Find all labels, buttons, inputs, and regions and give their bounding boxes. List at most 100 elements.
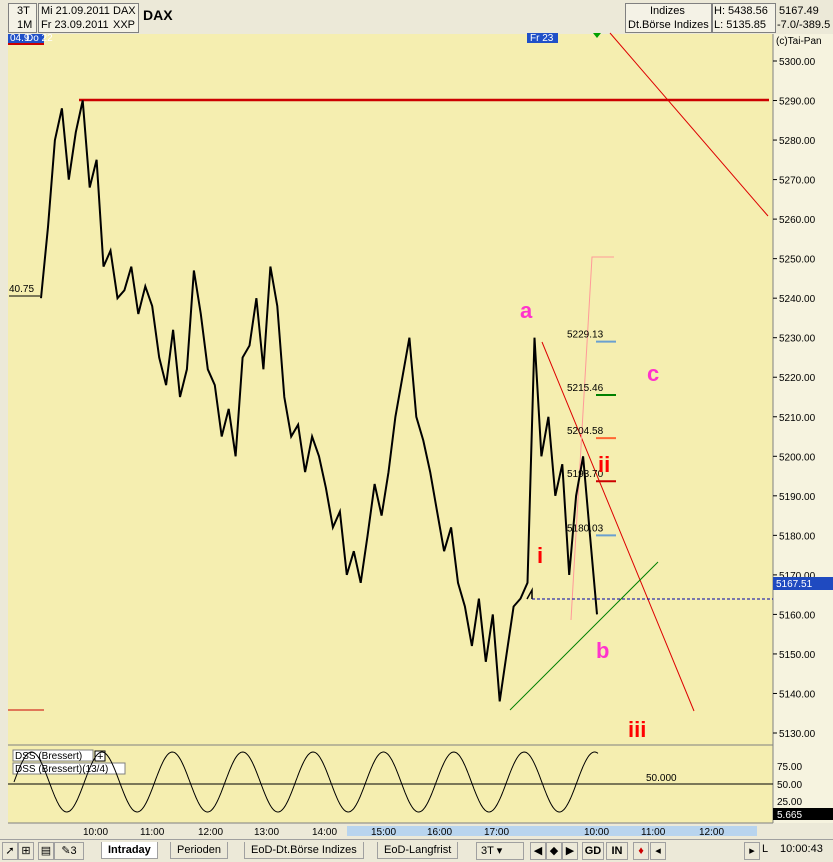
fib-level-label: 5180.03 bbox=[567, 523, 604, 534]
y-tick-label: 5210.00 bbox=[779, 413, 816, 424]
x-tick-label: 11:00 bbox=[641, 827, 666, 838]
clock-time: 10:00:43 bbox=[780, 843, 823, 855]
y-tick-label: 5150.00 bbox=[779, 650, 816, 661]
fib-level-label: 5229.13 bbox=[567, 330, 604, 341]
time-scrollbar[interactable] bbox=[347, 826, 757, 836]
dss-legend-box[interactable] bbox=[12, 749, 94, 762]
fib-levels: 5229.13 5215.46 5204.58 5193.70 5180.03 bbox=[567, 330, 616, 537]
wave-label-a: a bbox=[520, 298, 533, 323]
y-tick-label: 5260.00 bbox=[779, 215, 816, 226]
tool-pen-button[interactable]: ✎3 bbox=[54, 842, 84, 860]
x-tick-label: 13:00 bbox=[254, 827, 279, 838]
wave-label-b: b bbox=[596, 638, 609, 663]
interval-label-2: 1M bbox=[17, 19, 33, 31]
plus-icon: + bbox=[97, 751, 103, 763]
y-tick-label: 5220.00 bbox=[779, 373, 816, 384]
dss-tick-25: 25.00 bbox=[777, 797, 802, 808]
wave-label-i: i bbox=[537, 543, 543, 568]
left-border bbox=[0, 34, 8, 823]
wave-label-c: c bbox=[647, 361, 659, 386]
support-trendline[interactable] bbox=[509, 561, 659, 711]
bottom-toolbar: ➚ ⊞ ▤ ✎3 Intraday Perioden EoD-Dt.Börse … bbox=[0, 839, 833, 862]
plot-area[interactable] bbox=[8, 34, 773, 745]
x-tick-label: 12:00 bbox=[198, 827, 223, 838]
copyright: (c)Tai-Pan bbox=[776, 36, 822, 47]
gd-button[interactable]: GD bbox=[582, 842, 604, 860]
y-tick-label: 5230.00 bbox=[779, 334, 816, 345]
y-tick-label: 5200.00 bbox=[779, 452, 816, 463]
high-low-box bbox=[712, 3, 776, 33]
tool-page-icon[interactable]: ▤ bbox=[38, 842, 54, 860]
chart-title: DAX bbox=[143, 7, 173, 23]
symbol-code-2: XXP bbox=[113, 19, 136, 31]
date-box bbox=[38, 3, 139, 33]
dss-last-marker bbox=[773, 808, 833, 820]
dss-tick-50: 50.00 bbox=[777, 780, 802, 791]
last-price-marker bbox=[773, 577, 833, 590]
nav-next-icon[interactable]: ▶ bbox=[562, 842, 578, 860]
y-tick-label: 5280.00 bbox=[779, 136, 816, 147]
trendline-down[interactable] bbox=[541, 341, 695, 712]
fib-level-label: 5215.46 bbox=[567, 383, 604, 394]
tab-intraday[interactable]: Intraday bbox=[101, 842, 158, 859]
high-value: H: 5438.56 bbox=[714, 5, 768, 17]
price-series-line[interactable] bbox=[40, 100, 598, 702]
left-date-marker-day: 04.9 bbox=[10, 33, 30, 44]
add-indicator-button[interactable] bbox=[94, 750, 106, 762]
tool-scroll-left-icon[interactable]: ◂ bbox=[650, 842, 666, 860]
tab-eod-dt-boerse[interactable]: EoD-Dt.Börse Indizes bbox=[244, 842, 364, 859]
end-date: Fr 23.09.2011 bbox=[41, 19, 109, 31]
y-tick-label: 5170.00 bbox=[779, 571, 816, 582]
y-tick-label: 5190.00 bbox=[779, 492, 816, 503]
left-date-marker: Do 22 bbox=[26, 33, 53, 44]
market-category: Indizes bbox=[650, 5, 685, 17]
tab-perioden[interactable]: Perioden bbox=[170, 842, 229, 859]
tool-scroll-right-icon[interactable]: ▸ bbox=[744, 842, 760, 860]
x-tick-label: 16:00 bbox=[427, 827, 452, 838]
y-tick-label: 5130.00 bbox=[779, 729, 816, 740]
price-axis[interactable] bbox=[773, 34, 833, 823]
dss-legend-1: DSS (Bressert) bbox=[15, 751, 82, 762]
tab-eod-langfrist[interactable]: EoD-Langfrist bbox=[377, 842, 459, 859]
dss-legend-2: DSS (Bressert)(13/4) bbox=[15, 764, 108, 775]
y-tick-label: 5300.00 bbox=[779, 57, 816, 68]
start-date: Mi 21.09.2011 bbox=[41, 5, 110, 17]
page-number: 3 bbox=[70, 845, 77, 857]
right-label: L bbox=[762, 843, 769, 855]
fib-guide-line bbox=[570, 256, 614, 621]
y-tick-label: 5250.00 bbox=[779, 255, 816, 266]
dss-last-value: 5.665 bbox=[777, 810, 802, 821]
trendline-upper-right[interactable] bbox=[609, 32, 769, 217]
y-tick-label: 5160.00 bbox=[779, 610, 816, 621]
tool-arrow-icon[interactable]: ➚ bbox=[2, 842, 18, 860]
dss-legend-box-2[interactable] bbox=[12, 762, 126, 775]
arrow-down-icon bbox=[593, 33, 601, 38]
x-tick-labels: 10:00 11:00 12:00 13:00 14:00 15:00 16:00 17:00… bbox=[83, 827, 724, 838]
interval-select-value: 3T bbox=[481, 845, 494, 857]
y-tick-label: 5240.00 bbox=[779, 294, 816, 305]
mid-date-marker: Fr 23 bbox=[530, 33, 554, 44]
y-tick-label: 5270.00 bbox=[779, 176, 816, 187]
y-tick-label: 5140.00 bbox=[779, 689, 816, 700]
last-price-value: 5167.51 bbox=[776, 579, 813, 590]
in-button[interactable]: IN bbox=[606, 842, 628, 860]
y-tick-label: 5290.00 bbox=[779, 97, 816, 108]
interval-box[interactable] bbox=[8, 3, 37, 33]
x-tick-label: 11:00 bbox=[140, 827, 165, 838]
nav-first-icon[interactable]: ◀ bbox=[530, 842, 546, 860]
x-tick-label: 10:00 bbox=[584, 827, 609, 838]
mid-date-marker-bg bbox=[527, 33, 558, 43]
symbol-code-1: DAX bbox=[113, 5, 136, 17]
fib-level-label: 5204.58 bbox=[567, 426, 604, 437]
market-box bbox=[625, 3, 712, 33]
low-value: L: 5135.85 bbox=[714, 19, 766, 31]
tool-grid-icon[interactable]: ⊞ bbox=[18, 842, 34, 860]
tool-marker-icon[interactable]: ♦ bbox=[633, 842, 649, 860]
x-tick-label: 14:00 bbox=[312, 827, 337, 838]
wave-label-iii: iii bbox=[628, 717, 646, 742]
interval-select[interactable]: 3T ▾ bbox=[476, 842, 524, 860]
x-tick-label: 12:00 bbox=[699, 827, 724, 838]
dss-oscillator-line[interactable] bbox=[13, 751, 599, 813]
nav-split-icon[interactable]: ◆ bbox=[546, 842, 562, 860]
